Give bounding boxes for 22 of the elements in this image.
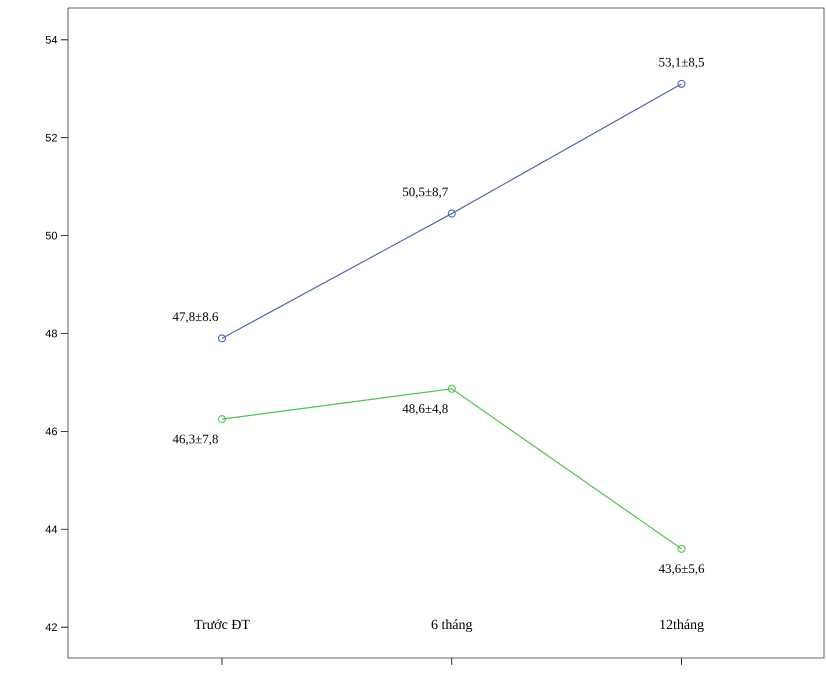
annotation: 53,1±8,5	[659, 58, 704, 68]
point	[218, 334, 226, 342]
point	[678, 544, 686, 553]
point	[448, 210, 456, 218]
point	[448, 384, 456, 393]
x-tick-label: 12tháng	[660, 619, 704, 632]
y-tick-label: 54	[46, 36, 58, 44]
x-tick-label: 6 tháng	[432, 619, 472, 632]
annotation: 50,5±8,7	[403, 187, 448, 198]
y-tick-label: 46	[46, 428, 57, 436]
y-tick-label: 52	[46, 134, 57, 142]
point	[218, 415, 226, 424]
y-tick-label: 44	[46, 526, 58, 534]
x-tick-label: Trước ĐT	[194, 619, 250, 630]
annotation: 46,3±7,8	[172, 434, 218, 446]
point	[678, 80, 686, 88]
annotation: 48,6±4,8	[402, 404, 448, 415]
y-tick-label: 50	[46, 232, 58, 240]
y-tick-label: 42	[46, 623, 57, 631]
annotation: 43,6±5,6	[658, 564, 704, 575]
annotation: 47,8±8.6	[172, 312, 218, 323]
y-tick-label: 48	[46, 330, 57, 338]
